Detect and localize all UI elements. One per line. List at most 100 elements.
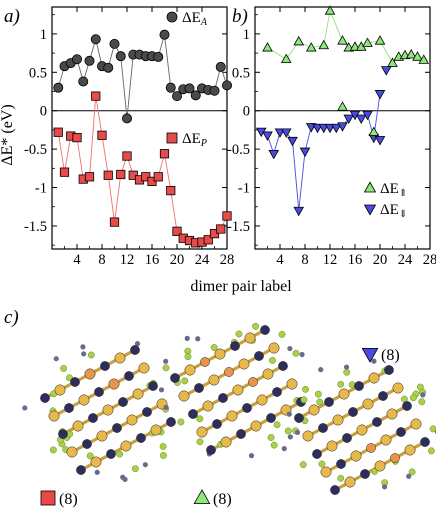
data-point	[337, 35, 348, 45]
atom-dimer	[366, 443, 376, 453]
y-tick-label: -1	[238, 181, 250, 197]
data-point	[293, 206, 305, 217]
atom	[188, 409, 198, 419]
data-point	[153, 51, 164, 62]
series-line	[261, 93, 381, 211]
atom	[208, 374, 220, 386]
panel-b-plot-area: 4 8 12 16 20 24 28 1 0.5 0 -0.5 -1 -1.5 ΔE⇑ ΔE⇓	[227, 5, 436, 268]
atom	[148, 381, 158, 391]
atom	[232, 384, 244, 396]
structure-marker	[40, 490, 56, 506]
data-point	[318, 39, 330, 50]
atom	[372, 417, 382, 427]
atom-h	[314, 390, 322, 398]
atom	[70, 377, 80, 387]
atom	[96, 430, 108, 442]
panel-a: 4 8 12 16 20 24 28 1 0.5 0 -0.5 -1 -1.5 ΔEA ΔEP a) ΔE*…	[0, 6, 234, 268]
atom	[78, 394, 90, 406]
data-point	[418, 54, 430, 64]
data-point	[268, 149, 280, 160]
atom	[326, 440, 338, 452]
atom-h	[252, 322, 260, 330]
atom-dimer	[84, 368, 96, 380]
atom-outer	[287, 345, 293, 352]
atom-h	[408, 468, 416, 476]
x-tick-label: 4	[276, 252, 284, 268]
atom	[170, 373, 180, 383]
atom	[312, 449, 322, 459]
legend-marker	[363, 181, 377, 193]
atom-outer	[248, 453, 255, 459]
panel-c: c) (8) (8) (8)	[4, 307, 436, 508]
atom-h	[273, 421, 281, 429]
data-point	[337, 101, 348, 111]
data-point	[380, 66, 392, 76]
y-tick-label: 1	[243, 27, 250, 43]
data-point	[166, 186, 176, 196]
y-tick-label: 0	[40, 104, 47, 120]
atom-outer	[142, 462, 148, 468]
data-point	[305, 42, 317, 52]
y-axis-title: ΔE* (eV)	[0, 104, 16, 165]
atom	[294, 413, 304, 423]
data-point	[53, 127, 63, 137]
data-point	[128, 170, 138, 180]
panel-a-plot-area: 4 8 12 16 20 24 28 1 0.5 0 -0.5 -1 -1.5 ΔEA ΔEP	[24, 7, 234, 268]
atom	[254, 351, 264, 361]
atom-h	[278, 330, 286, 338]
panel-a-label: a)	[4, 6, 20, 27]
atom	[196, 426, 208, 438]
atom-h	[235, 330, 243, 338]
data-point	[84, 55, 95, 66]
atom	[256, 394, 268, 406]
atom-h	[177, 418, 185, 426]
atom	[72, 420, 84, 432]
data-point	[374, 90, 386, 100]
data-point	[165, 82, 176, 93]
data-point	[147, 176, 157, 186]
atom	[238, 358, 250, 370]
panel-b-label: b)	[232, 6, 248, 27]
data-point	[374, 136, 386, 146]
x-tick-label: 12	[120, 252, 135, 268]
atom	[368, 372, 380, 384]
data-point	[405, 48, 417, 59]
data-point	[222, 211, 232, 221]
structure-count: (8)	[213, 491, 232, 508]
data-point	[280, 53, 292, 64]
atom	[202, 400, 214, 412]
atom	[360, 469, 370, 479]
y-tick-label: 0.5	[29, 65, 47, 81]
atom	[66, 446, 78, 458]
legend-label: ΔEP	[182, 131, 207, 149]
data-point	[172, 226, 182, 236]
atom-h	[131, 465, 139, 473]
data-point	[280, 128, 292, 138]
atom	[374, 460, 386, 472]
atom	[250, 420, 262, 432]
atom-h	[116, 450, 124, 458]
y-tick-label: 0	[243, 104, 250, 120]
y-tick-label: -1.5	[227, 219, 250, 235]
atom-h	[316, 398, 324, 406]
data-point	[109, 217, 120, 227]
atom	[166, 417, 176, 427]
data-point	[153, 172, 163, 182]
atom	[206, 445, 216, 455]
data-point	[209, 85, 220, 96]
x-tick-label: 16	[145, 252, 160, 268]
atom	[136, 433, 146, 443]
molecule-structures	[22, 322, 436, 495]
atom	[218, 393, 228, 403]
data-point	[103, 62, 114, 73]
molecule-cluster	[22, 341, 185, 483]
atom-h	[337, 380, 345, 388]
atom-h	[196, 415, 204, 423]
atom-outer	[420, 392, 426, 398]
atom-outer	[287, 434, 293, 440]
atom-h	[409, 394, 417, 402]
data-point	[109, 38, 120, 49]
atom	[212, 419, 222, 429]
atom-outer	[281, 445, 287, 452]
data-point	[349, 41, 361, 51]
